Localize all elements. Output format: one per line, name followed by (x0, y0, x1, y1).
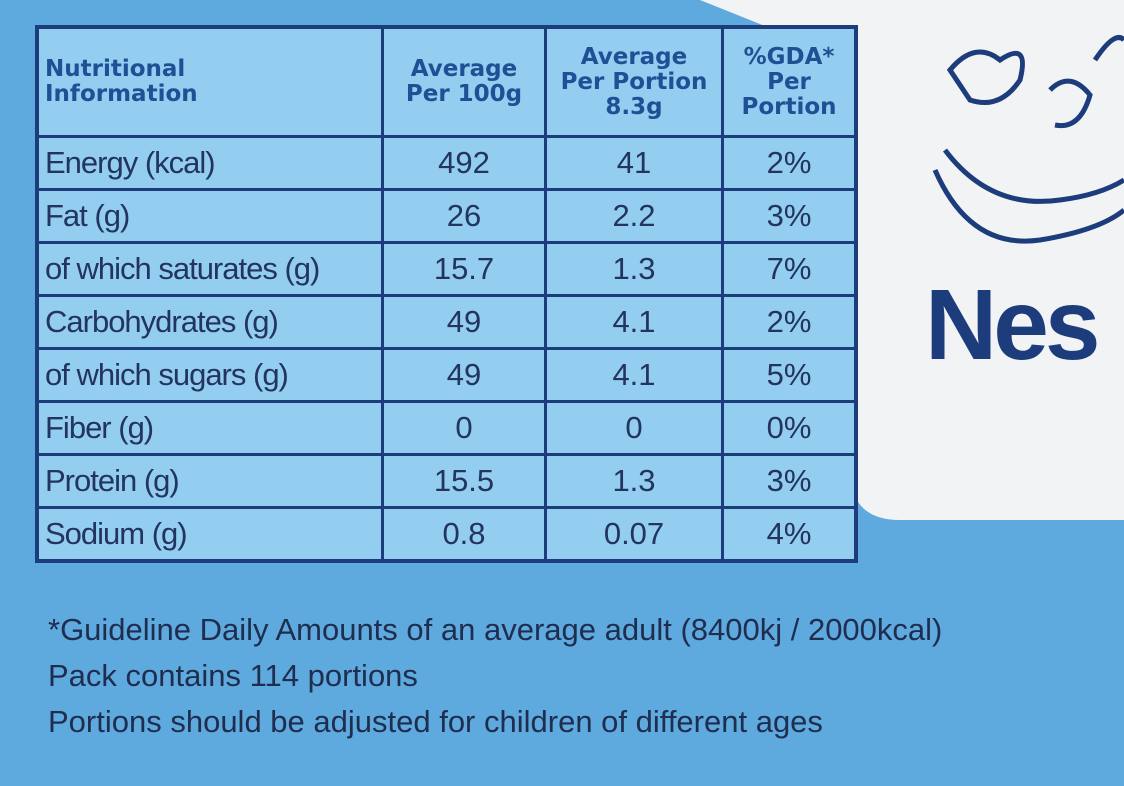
table-row: Fiber (g) 0 0 0% (35, 400, 858, 456)
header-cell: Average Per 100g (381, 25, 547, 138)
cell: 0% (721, 400, 858, 456)
row-label: Fiber (g) (35, 400, 384, 456)
cell: 15.5 (381, 453, 547, 509)
cell: 3% (721, 188, 858, 244)
table-row: Sodium (g) 0.8 0.07 4% (35, 506, 858, 563)
cell: 7% (721, 241, 858, 297)
cell: 49 (381, 294, 547, 350)
cell: 5% (721, 347, 858, 403)
cell: 41 (544, 135, 724, 191)
cell: 0.07 (544, 506, 724, 563)
table-row: Energy (kcal) 492 41 2% (35, 135, 858, 191)
footnote: Portions should be adjusted for children… (48, 704, 823, 739)
cell: 4.1 (544, 347, 724, 403)
cell: 4% (721, 506, 858, 563)
table-row: Protein (g) 15.5 1.3 3% (35, 453, 858, 509)
header-cell: Average Per Portion 8.3g (544, 25, 724, 138)
nest-logo (932, 35, 1124, 244)
table-row: Carbohydrates (g) 49 4.1 2% (35, 294, 858, 350)
white-panel (700, 0, 1124, 520)
header-cell: %GDA* Per Portion (721, 25, 858, 138)
cell: 1.3 (544, 241, 724, 297)
brand-text: Nes (925, 269, 1100, 381)
cell: 4.1 (544, 294, 724, 350)
row-label: Protein (g) (35, 453, 384, 509)
cell: 15.7 (381, 241, 547, 297)
table-row: Fat (g) 26 2.2 3% (35, 188, 858, 244)
cell: 49 (381, 347, 547, 403)
cell: 2% (721, 294, 858, 350)
footnote: Pack contains 114 portions (48, 658, 418, 693)
row-label: Carbohydrates (g) (35, 294, 384, 350)
cell: 3% (721, 453, 858, 509)
row-label: of which saturates (g) (35, 241, 384, 297)
nutrition-table: Nutritional Information Average Per 100g A… (35, 25, 858, 563)
header-cell: Nutritional Information (35, 25, 384, 138)
cell: 492 (381, 135, 547, 191)
cell: 2% (721, 135, 858, 191)
cell: 0 (544, 400, 724, 456)
header-row: Nutritional Information Average Per 100g A… (35, 25, 858, 138)
table-row: of which sugars (g) 49 4.1 5% (35, 347, 858, 403)
row-label: Sodium (g) (35, 506, 384, 563)
cell: 26 (381, 188, 547, 244)
footnote: *Guideline Daily Amounts of an average a… (48, 612, 943, 647)
cell: 0 (381, 400, 547, 456)
cell: 2.2 (544, 188, 724, 244)
table-body: Energy (kcal) 492 41 2% Fat (g) 26 2.2 3% of whi… (35, 135, 858, 563)
row-label: of which sugars (g) (35, 347, 384, 403)
cell: 1.3 (544, 453, 724, 509)
table-row: of which saturates (g) 15.7 1.3 7% (35, 241, 858, 297)
row-label: Energy (kcal) (35, 135, 384, 191)
row-label: Fat (g) (35, 188, 384, 244)
cell: 0.8 (381, 506, 547, 563)
